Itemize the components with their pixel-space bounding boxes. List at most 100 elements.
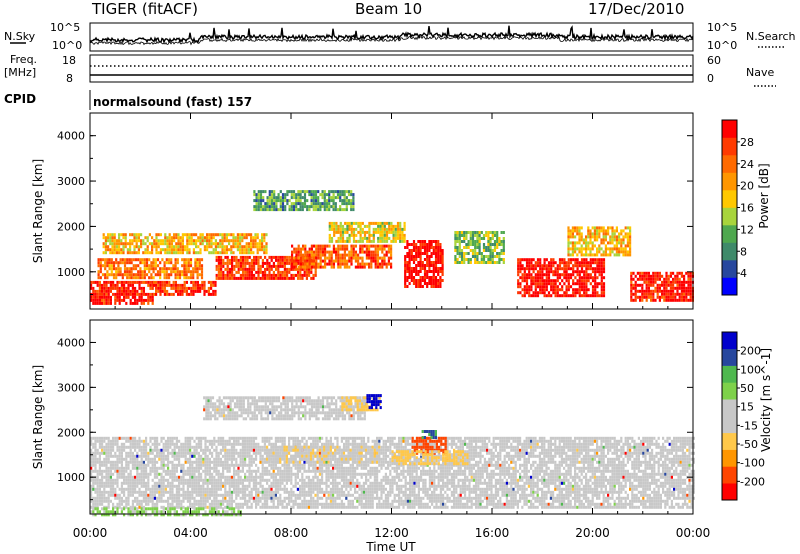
- scatter-cell: [291, 262, 294, 266]
- scatter-cell: [149, 298, 152, 302]
- scatter-cell: [195, 478, 198, 482]
- scatter-cell: [197, 251, 200, 255]
- scatter-cell: [255, 496, 258, 500]
- scatter-cell: [585, 294, 588, 298]
- scatter-cell: [230, 445, 233, 449]
- scatter-cell: [141, 273, 144, 277]
- scatter-cell: [228, 267, 231, 271]
- scatter-cell: [263, 466, 266, 470]
- scatter-cell: [525, 261, 529, 265]
- scatter-cell: [138, 295, 141, 299]
- scatter-cell: [419, 276, 422, 279]
- scatter-cell: [261, 264, 264, 268]
- scatter-cell: [361, 265, 364, 269]
- scatter-cell: [339, 265, 342, 269]
- scatter-cell: [164, 248, 167, 252]
- scatter-cell: [244, 436, 247, 440]
- scatter-cell: [210, 233, 213, 237]
- scatter-cell: [131, 466, 134, 470]
- scatter-cell: [170, 251, 173, 255]
- scatter-cell: [394, 230, 397, 234]
- scatter-cell: [228, 499, 231, 503]
- scatter-cell: [426, 270, 429, 273]
- scatter-cell: [186, 248, 189, 252]
- scatter-cell: [554, 291, 557, 295]
- scatter-cell: [346, 236, 349, 240]
- scatter-cell: [164, 463, 167, 467]
- scatter-cell: [200, 445, 203, 449]
- scatter-cell: [339, 230, 342, 234]
- scatter-cell: [173, 233, 176, 237]
- scatter-cell: [200, 493, 203, 497]
- scatter-cell: [250, 478, 253, 482]
- scatter-cell: [224, 442, 227, 446]
- scatter-cell: [239, 481, 242, 485]
- scatter-cell: [193, 469, 196, 473]
- scatter-cell: [335, 256, 338, 260]
- scatter-cell: [98, 469, 101, 473]
- scatter-cell: [206, 484, 209, 488]
- scatter-cell: [589, 229, 592, 233]
- scatter-cell: [335, 221, 338, 225]
- scatter-cell: [206, 242, 209, 246]
- scatter-cell: [204, 439, 207, 443]
- scatter-cell: [255, 445, 258, 449]
- scatter-cell: [600, 282, 603, 286]
- scatter-cell: [319, 256, 322, 260]
- scatter-cell: [270, 202, 274, 206]
- scatter-cell: [630, 280, 633, 284]
- scatter-cell: [580, 235, 583, 239]
- scatter-cell: [178, 487, 181, 491]
- scatter-cell: [147, 457, 150, 461]
- scatter-cell: [313, 256, 316, 260]
- scatter-cell: [118, 487, 121, 491]
- scatter-cell: [197, 457, 200, 461]
- scatter-cell: [231, 267, 234, 271]
- scatter-cell: [107, 469, 110, 473]
- scatter-cell: [101, 460, 104, 464]
- scatter-cell: [215, 493, 218, 497]
- scatter-cell: [305, 276, 308, 280]
- scatter-cell: [136, 499, 139, 503]
- scatter-cell: [226, 442, 229, 446]
- scatter-cell: [261, 472, 264, 476]
- scatter-cell: [147, 442, 150, 446]
- scatter-cell: [292, 193, 296, 197]
- scatter-cell: [256, 236, 259, 240]
- scatter-cell: [159, 233, 162, 237]
- scatter-cell: [133, 251, 136, 255]
- scatter-cell: [359, 221, 362, 225]
- scatter-cell: [426, 273, 429, 276]
- scatter-cell: [230, 496, 233, 500]
- scatter-cell: [259, 457, 262, 461]
- scatter-cell: [687, 286, 690, 290]
- scatter-cell: [332, 244, 335, 248]
- scatter-cell: [131, 490, 134, 494]
- scatter-cell: [109, 236, 112, 240]
- scatter-cell: [221, 251, 224, 255]
- scatter-cell: [235, 478, 238, 482]
- scatter-cell: [480, 258, 483, 261]
- scatter-cell: [297, 244, 300, 248]
- scatter-cell: [145, 298, 148, 302]
- scatter-cell: [647, 292, 650, 296]
- scatter-cell: [263, 472, 266, 476]
- scatter-cell: [658, 277, 661, 281]
- scatter-cell: [101, 298, 104, 302]
- scatter-cell: [134, 292, 137, 296]
- scatter-cell: [159, 292, 162, 296]
- scatter-cell: [120, 233, 123, 237]
- scatter-cell: [204, 499, 207, 503]
- scatter-cell: [379, 230, 382, 234]
- scatter-cell: [334, 208, 337, 212]
- scatter-cell: [396, 236, 400, 240]
- scatter-cell: [165, 258, 168, 262]
- scatter-cell: [578, 226, 581, 230]
- scatter-cell: [521, 273, 524, 277]
- scatter-cell: [272, 481, 275, 485]
- scatter-cell: [330, 196, 333, 200]
- scatter-cell: [250, 502, 253, 506]
- scatter-cell: [116, 286, 119, 290]
- scatter-cell: [618, 232, 621, 236]
- scatter-cell: [336, 208, 340, 212]
